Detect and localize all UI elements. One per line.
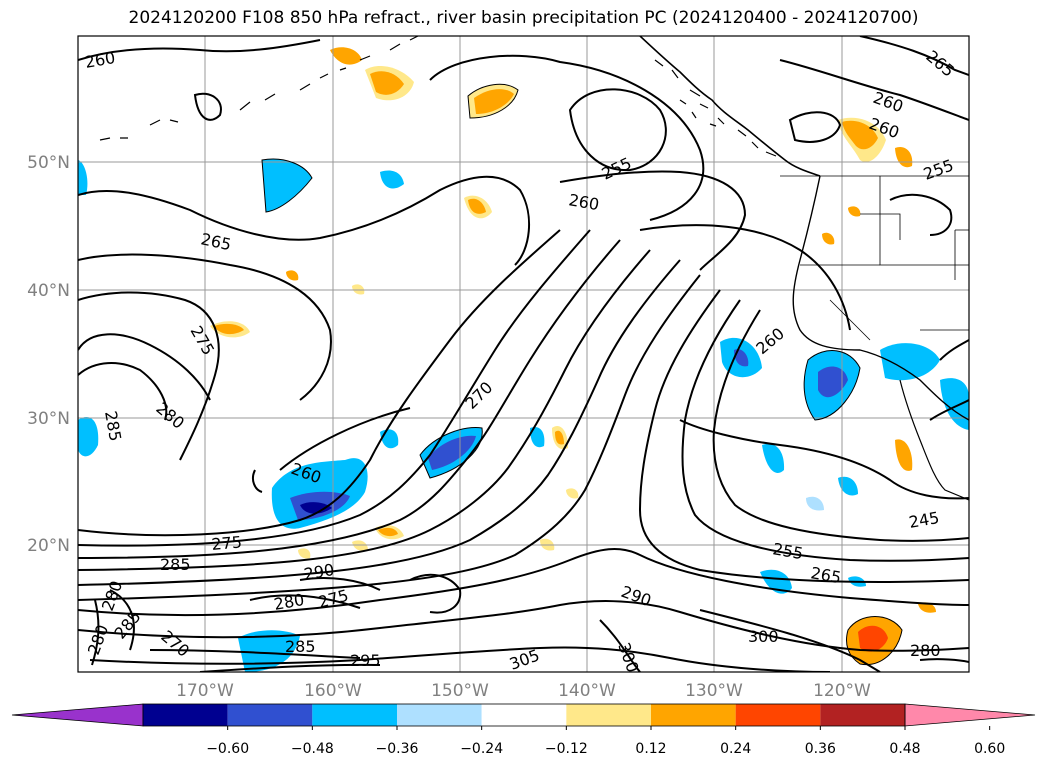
neg-fill: [380, 170, 404, 189]
lat-label-40n: 40°N: [27, 281, 70, 301]
colorbar: −0.60 −0.48 −0.36 −0.24 −0.12 0.12 0.24 0.36 0.4…: [11, 703, 1036, 757]
map-frame: [77, 35, 970, 673]
colorbar-tick-label: −0.36: [376, 741, 419, 757]
graticule: [78, 36, 969, 672]
neg-fill: [818, 366, 848, 398]
lon-label-140w: 140°W: [558, 681, 616, 701]
lat-label-50n: 50°N: [27, 153, 70, 173]
colorbar-tick-label: 0.12: [635, 741, 666, 757]
lon-label-170w: 170°W: [176, 681, 234, 701]
pos-fill: [298, 548, 311, 559]
neg-fill: [838, 476, 858, 496]
precip-fills: [78, 47, 969, 672]
pos-fill: [214, 323, 244, 335]
colorbar-tick-label: −0.24: [460, 741, 503, 757]
pos-fill: [378, 527, 398, 537]
pos-fill: [566, 488, 579, 499]
pos-fill: [858, 625, 888, 652]
colorbar-segment: [227, 704, 313, 726]
pos-fill: [286, 270, 299, 281]
contour-label: 295: [350, 651, 381, 670]
pos-fill: [352, 540, 368, 551]
neg-fill: [78, 417, 99, 457]
pos-fill: [352, 284, 365, 295]
fill-outlines: [261, 83, 903, 666]
neg-fill: [238, 630, 300, 672]
colorbar-segment: [651, 704, 736, 726]
colorbar-tick-label: 0.24: [720, 741, 751, 757]
colorbar-segment: [397, 704, 482, 726]
colorbar-segment: [735, 704, 821, 726]
colorbar-tick-label: −0.48: [291, 741, 334, 757]
contour-label: 285: [285, 637, 316, 656]
pos-fill: [822, 232, 835, 245]
pos-fill: [330, 47, 362, 65]
contour-label: 300: [748, 627, 779, 646]
colorbar-segment: [481, 704, 567, 726]
map-title: 2024120200 F108 850 hPa refract., river …: [128, 8, 919, 28]
lon-label-120w: 120°W: [813, 681, 871, 701]
neg-fill: [762, 443, 785, 473]
lat-label-30n: 30°N: [27, 409, 70, 429]
colorbar-segment: [312, 704, 397, 726]
colorbar-tick-label: 0.60: [974, 741, 1005, 757]
pos-fill: [842, 120, 878, 150]
contour-label: 285: [160, 555, 191, 574]
lon-label-130w: 130°W: [685, 681, 743, 701]
neg-fill: [78, 160, 88, 195]
colorbar-arrow-left: [11, 703, 144, 727]
colorbar-tick-label: −0.12: [545, 741, 588, 757]
pos-fill: [370, 71, 404, 95]
pos-fill: [918, 602, 936, 613]
pos-fill: [848, 206, 861, 217]
pos-fill: [895, 439, 913, 471]
lon-label-150w: 150°W: [431, 681, 489, 701]
lon-label-160w: 160°W: [304, 681, 362, 701]
neg-fill: [806, 496, 824, 511]
refractivity-contours: [78, 36, 969, 672]
colorbar-arrow-right: [904, 703, 1036, 727]
colorbar-segment: [820, 704, 905, 726]
neg-fill: [300, 502, 332, 514]
latitude-labels: 50°N 40°N 30°N 20°N: [27, 153, 70, 556]
colorbar-tick-label: −0.60: [206, 741, 249, 757]
colorbar-tick-label: 0.48: [889, 741, 920, 757]
longitude-labels: 170°W 160°W 150°W 140°W 130°W 120°W: [176, 681, 871, 701]
pos-fill: [555, 430, 564, 445]
lat-label-20n: 20°N: [27, 536, 70, 556]
pos-fill: [474, 89, 514, 114]
contour-label: 275: [211, 532, 243, 554]
coastlines: [99, 36, 969, 501]
neg-fill: [428, 435, 476, 470]
neg-fill: [734, 349, 749, 367]
colorbar-tick-label: 0.36: [805, 741, 836, 757]
colorbar-segment: [143, 704, 228, 726]
map-area: 260 265 275 280 285 260 275 285 280 290 …: [78, 36, 969, 672]
neg-fill: [760, 569, 792, 594]
pos-fill: [468, 198, 486, 214]
neg-fill: [880, 343, 940, 381]
neg-fill: [262, 159, 312, 212]
neg-fill: [940, 378, 969, 430]
colorbar-frame: [142, 703, 906, 727]
colorbar-segment: [566, 704, 651, 726]
neg-fill: [530, 426, 545, 448]
contour-label: 280: [910, 641, 941, 660]
